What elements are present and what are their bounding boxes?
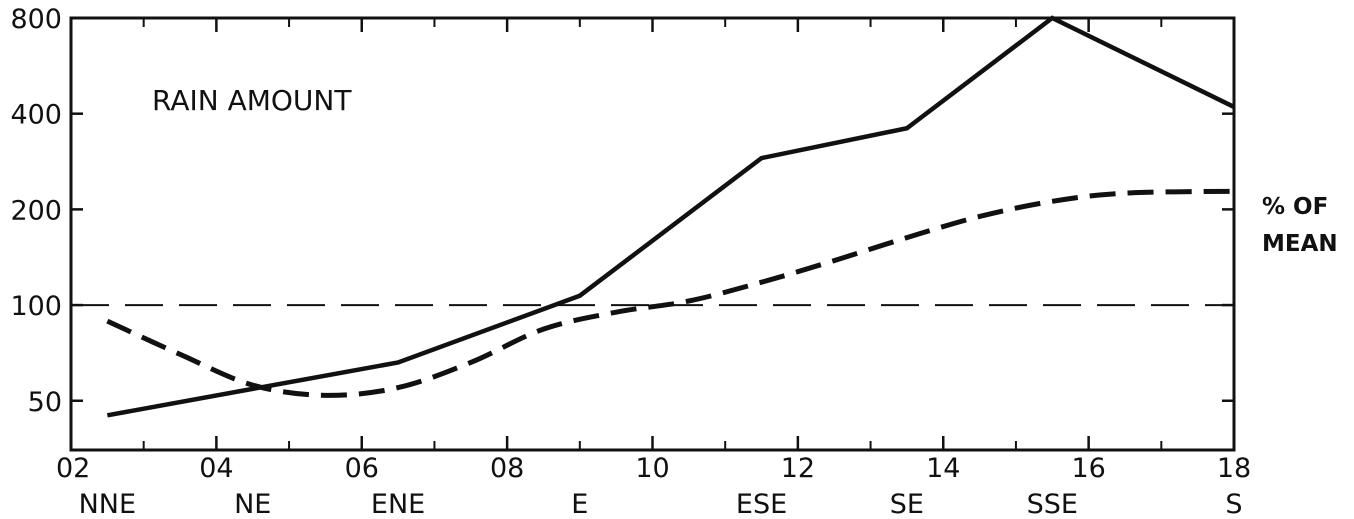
x-tick-label: 16 (1071, 453, 1105, 484)
y-tick-label: 50 (28, 387, 62, 418)
y-tick-label: 100 (10, 291, 62, 322)
x-tick-label: 06 (345, 453, 379, 484)
x-category-label: NE (234, 489, 271, 519)
x-tick-label: 14 (926, 453, 960, 484)
x-tick-label: 10 (635, 453, 669, 484)
y-tick-label: 400 (10, 100, 62, 131)
x-tick-label: 12 (781, 453, 815, 484)
chart-title: RAIN AMOUNT (152, 84, 352, 117)
series-solid-line (106, 15, 1235, 418)
x-tick-label: 08 (490, 453, 524, 484)
x-category-label: ENE (371, 489, 425, 519)
y-unit-label-line1: % OF (1262, 194, 1328, 220)
x-category-label: NNE (79, 489, 136, 519)
y-tick-label: 800 (10, 4, 62, 35)
x-category-label: SSE (1027, 489, 1078, 519)
x-category-label: S (1225, 489, 1242, 519)
y-unit-label-line2: MEAN (1262, 231, 1338, 257)
series-dashed-line (106, 188, 1235, 398)
x-category-label: ESE (736, 489, 787, 519)
x-tick-label: 18 (1217, 453, 1251, 484)
plot-frame (69, 16, 1236, 452)
y-tick-label: 200 (10, 195, 62, 226)
x-category-label: SE (890, 489, 924, 519)
x-category-label: E (571, 489, 588, 519)
x-tick-label: 04 (199, 453, 233, 484)
x-tick-label: 02 (56, 453, 90, 484)
